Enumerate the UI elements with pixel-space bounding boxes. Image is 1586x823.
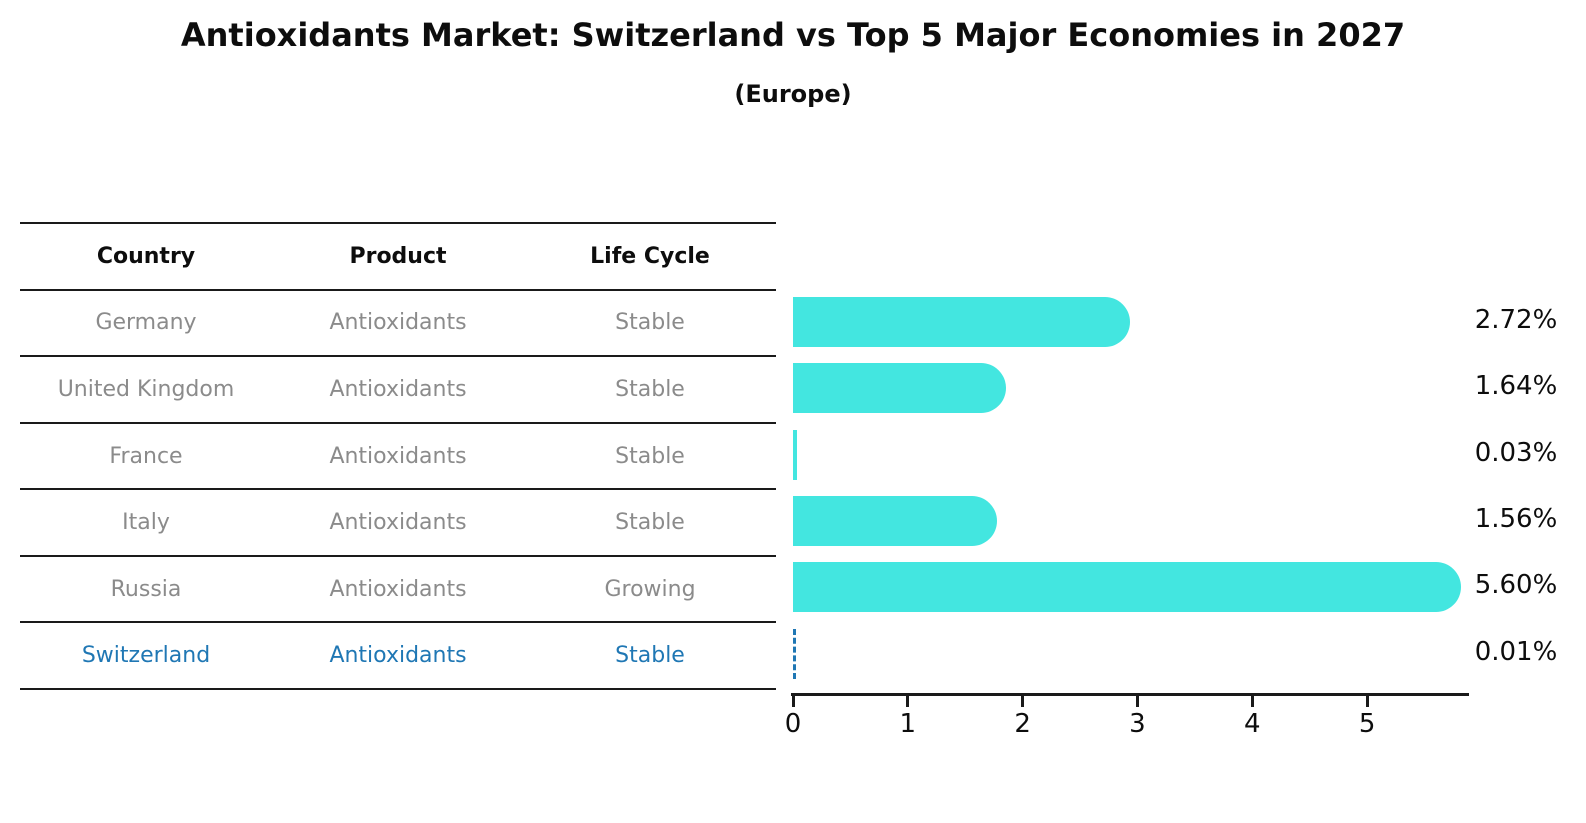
- bar-united-kingdom: [793, 363, 1007, 414]
- x-tick-label: 1: [899, 709, 917, 739]
- x-tick-mark: [1021, 696, 1025, 707]
- product-cell: Antioxidants: [329, 576, 467, 602]
- table-header-row: Country Product Life Cycle: [20, 224, 776, 291]
- x-tick-label: 4: [1244, 709, 1261, 739]
- table-row-united-kingdom: United Kingdom Antioxidants Stable: [20, 357, 776, 424]
- col-header-life-cycle: Life Cycle: [590, 243, 710, 269]
- x-tick-label: 3: [1129, 709, 1146, 739]
- value-label-france: 0.03%: [1474, 437, 1558, 468]
- product-cell: Antioxidants: [329, 643, 467, 669]
- value-label-germany: 2.72%: [1474, 304, 1558, 335]
- life-cycle-cell: Growing: [604, 576, 696, 602]
- x-tick-mark: [1365, 696, 1369, 707]
- value-label-united-kingdom: 1.64%: [1474, 371, 1558, 402]
- value-label-russia: 5.60%: [1474, 570, 1558, 601]
- table-row-germany: Germany Antioxidants Stable: [20, 291, 776, 358]
- country-cell: United Kingdom: [57, 376, 235, 402]
- country-cell: Germany: [95, 310, 197, 336]
- table-row-russia: Russia Antioxidants Growing: [20, 557, 776, 624]
- x-tick-label: 5: [1358, 709, 1376, 739]
- x-tick-mark: [1135, 696, 1139, 707]
- product-cell: Antioxidants: [329, 443, 467, 469]
- table-row-switzerland: Switzerland Antioxidants Stable: [20, 623, 776, 691]
- country-cell: France: [109, 443, 183, 469]
- x-tick-mark: [1250, 696, 1254, 707]
- x-tick-mark: [906, 696, 910, 707]
- life-cycle-cell: Stable: [615, 510, 685, 536]
- value-label-italy: 1.56%: [1474, 503, 1558, 534]
- bar-france: [793, 429, 797, 480]
- x-tick-label: 2: [1014, 709, 1031, 739]
- data-table: Country Product Life Cycle Germany Antio…: [20, 222, 776, 691]
- product-cell: Antioxidants: [329, 376, 467, 402]
- country-cell: Switzerland: [81, 643, 211, 669]
- chart-title: Antioxidants Market: Switzerland vs Top …: [180, 16, 1406, 54]
- x-tick-mark: [791, 696, 795, 707]
- life-cycle-cell: Stable: [615, 443, 685, 469]
- product-cell: Antioxidants: [329, 510, 467, 536]
- life-cycle-cell: Stable: [615, 643, 685, 669]
- x-axis-line: [791, 693, 1469, 696]
- x-tick-label: 0: [784, 709, 802, 739]
- table-row-france: France Antioxidants Stable: [20, 424, 776, 491]
- bar-switzerland-dashed: [793, 628, 799, 679]
- col-header-product: Product: [349, 243, 447, 269]
- bar-germany: [793, 296, 1131, 347]
- life-cycle-cell: Stable: [615, 376, 685, 402]
- col-header-country: Country: [96, 243, 196, 269]
- country-cell: Russia: [110, 576, 182, 602]
- chart-subtitle: (Europe): [734, 80, 852, 108]
- country-cell: Italy: [122, 510, 170, 536]
- value-label-switzerland: 0.01%: [1474, 636, 1558, 667]
- bar-italy: [793, 495, 998, 546]
- product-cell: Antioxidants: [329, 310, 467, 336]
- table-row-italy: Italy Antioxidants Stable: [20, 490, 776, 557]
- life-cycle-cell: Stable: [615, 310, 685, 336]
- bar-russia: [793, 562, 1461, 613]
